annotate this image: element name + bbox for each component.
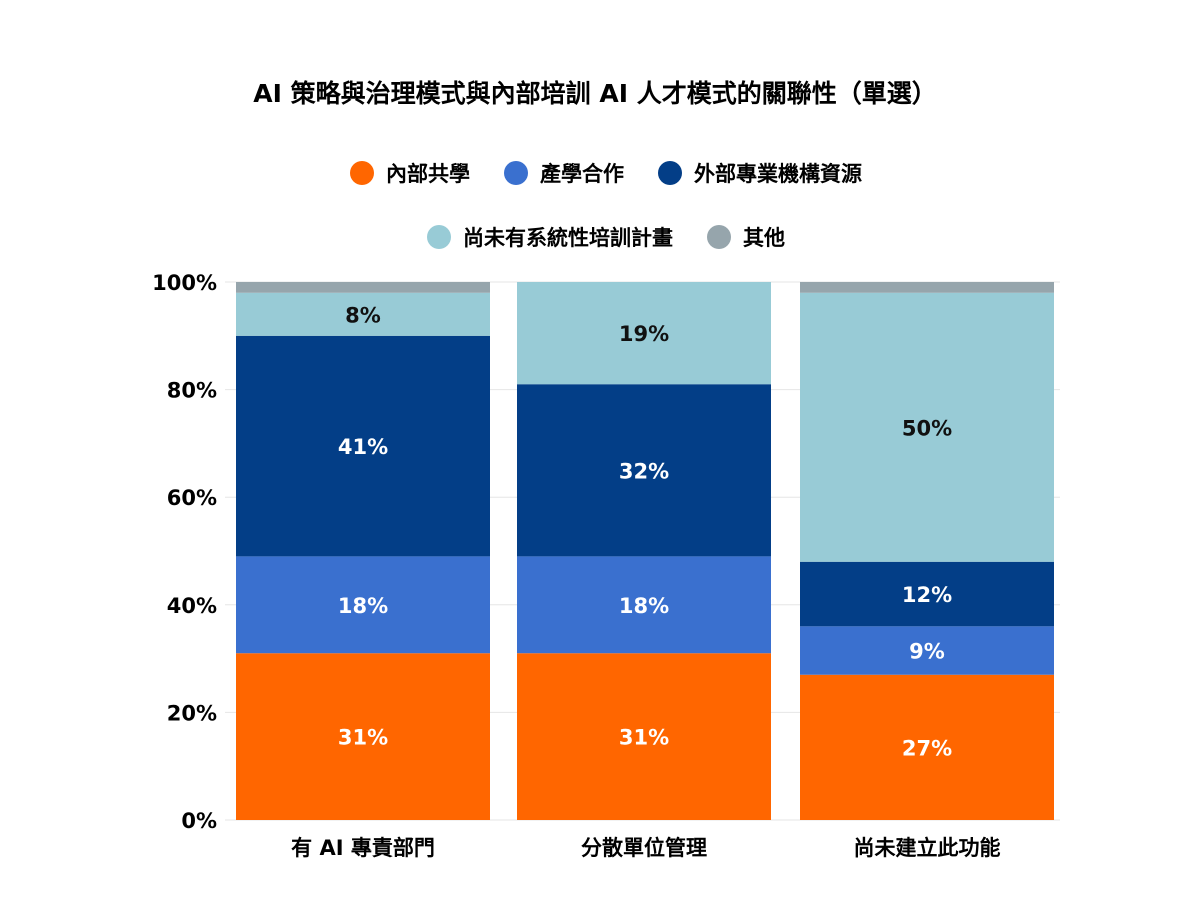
- data-label: 41%: [338, 435, 388, 459]
- legend-marker: [427, 225, 451, 249]
- legend-marker: [658, 161, 682, 185]
- x-category-label: 尚未建立此功能: [854, 836, 1001, 860]
- bar-segment: [236, 335, 490, 557]
- data-label: 19%: [619, 322, 669, 346]
- legend-label: 內部共學: [386, 162, 470, 186]
- bars: 31% 18% 41% 8% 31% 18% 32% 19% 27% 9% 12% 50%: [236, 282, 1054, 820]
- y-tick-label: 20%: [167, 701, 217, 725]
- legend-item: 產學合作: [504, 161, 624, 186]
- x-category-label: 有 AI 專責部門: [291, 836, 435, 860]
- chart-title: AI 策略與治理模式與內部培訓 AI 人才模式的關聯性（單選）: [253, 79, 936, 108]
- legend-label: 其他: [743, 226, 785, 250]
- data-label: 12%: [902, 583, 952, 607]
- bar-segment: [800, 674, 1054, 820]
- legend-marker: [350, 161, 374, 185]
- bar-segment: [517, 653, 771, 820]
- bar-segment: [236, 653, 490, 820]
- legend-marker: [707, 225, 731, 249]
- data-label: 32%: [619, 459, 669, 483]
- legend-item: 內部共學: [350, 161, 470, 186]
- data-label: 18%: [619, 594, 669, 618]
- data-label: 18%: [338, 594, 388, 618]
- data-label: 27%: [902, 736, 952, 760]
- legend-item: 其他: [707, 225, 785, 250]
- bar-stack: 31% 18% 41% 8%: [236, 282, 490, 820]
- bar-segment: [517, 282, 771, 385]
- y-tick-label: 80%: [167, 379, 217, 403]
- bar-segment: [800, 626, 1054, 675]
- bar-segment: [800, 292, 1054, 562]
- legend-row: 尚未有系統性培訓計畫 其他: [427, 225, 785, 250]
- legend-item: 外部專業機構資源: [658, 161, 862, 186]
- legend-label: 尚未有系統性培訓計畫: [463, 226, 673, 250]
- data-label: 9%: [909, 640, 945, 664]
- legend-label: 產學合作: [540, 162, 624, 186]
- data-label: 50%: [902, 416, 952, 440]
- y-tick-label: 40%: [167, 594, 217, 618]
- y-axis: 0% 20% 40% 60% 80% 100%: [152, 271, 217, 833]
- legend-item: 尚未有系統性培訓計畫: [427, 225, 673, 250]
- bar-segment: [517, 556, 771, 654]
- y-tick-label: 100%: [152, 271, 217, 295]
- data-label: 8%: [345, 303, 381, 327]
- data-label: 31%: [619, 726, 669, 750]
- legend-label: 外部專業機構資源: [694, 162, 862, 186]
- bar-stack: 27% 9% 12% 50%: [800, 282, 1054, 820]
- bar-segment: [236, 292, 490, 336]
- bar-stack: 31% 18% 32% 19%: [517, 282, 771, 820]
- bar-segment: [800, 282, 1054, 293]
- legend-row: 內部共學 產學合作 外部專業機構資源: [350, 161, 862, 186]
- bar-segment: [800, 561, 1054, 627]
- data-label: 31%: [338, 726, 388, 750]
- bar-segment: [517, 384, 771, 557]
- bar-segment: [236, 282, 490, 293]
- y-tick-label: 60%: [167, 486, 217, 510]
- bar-segment: [236, 556, 490, 654]
- y-tick-label: 0%: [181, 809, 217, 833]
- legend-marker: [504, 161, 528, 185]
- x-axis: 有 AI 專責部門 分散單位管理 尚未建立此功能: [291, 836, 1000, 860]
- x-category-label: 分散單位管理: [581, 836, 707, 860]
